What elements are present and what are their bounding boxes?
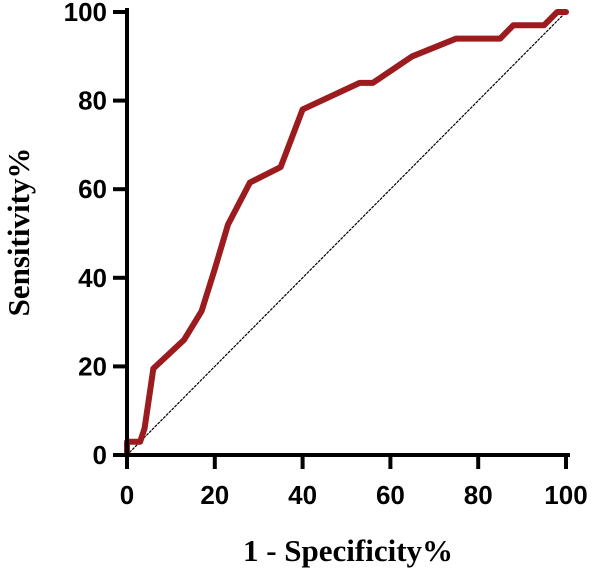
x-tick-label: 40 bbox=[288, 480, 317, 510]
x-axis-title: 1 - Specificity% bbox=[243, 533, 453, 568]
tick-labels: 0 20 40 60 80 100 0 20 40 60 80 100 bbox=[64, 0, 588, 510]
roc-curve bbox=[124, 9, 569, 458]
y-tick-label: 60 bbox=[78, 174, 107, 204]
x-tick-label: 60 bbox=[376, 480, 405, 510]
y-axis-title: Sensitivity% bbox=[1, 148, 36, 317]
x-tick-label: 20 bbox=[200, 480, 229, 510]
y-tick-label: 80 bbox=[78, 86, 107, 116]
plot-area bbox=[124, 9, 569, 458]
y-tick-label: 0 bbox=[93, 440, 107, 470]
x-tick-label: 0 bbox=[120, 480, 134, 510]
axes bbox=[113, 8, 570, 469]
y-tick-label: 40 bbox=[78, 263, 107, 293]
x-tick-label: 100 bbox=[544, 480, 587, 510]
y-tick-label: 20 bbox=[78, 351, 107, 381]
reference-line bbox=[126, 11, 567, 456]
y-tick-label: 100 bbox=[64, 0, 107, 27]
x-tick-label: 80 bbox=[464, 480, 493, 510]
